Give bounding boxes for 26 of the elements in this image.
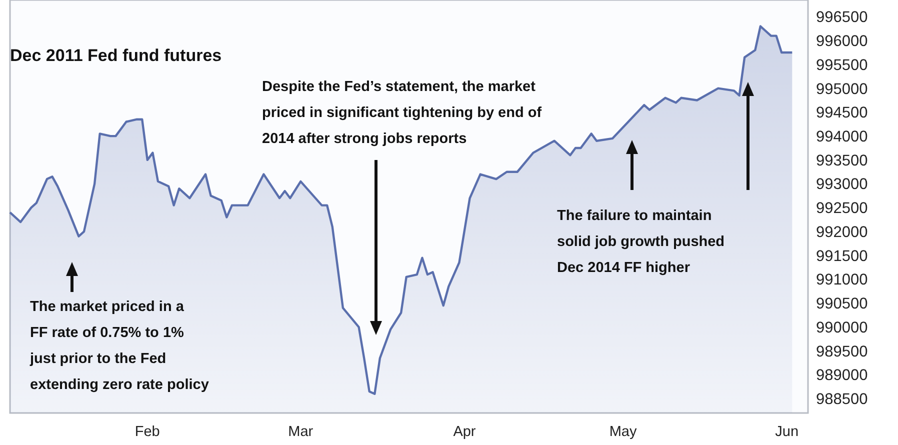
y-tick-label: 990000 — [816, 319, 868, 336]
y-tick-label: 995000 — [816, 80, 868, 98]
y-tick-label: 996500 — [816, 9, 868, 26]
y-tick-label: 995500 — [816, 56, 868, 74]
y-tick-label: 992000 — [816, 224, 868, 241]
text: Dec 2011 Fed fund futures — [10, 46, 222, 65]
y-tick-label: 994000 — [816, 128, 868, 146]
y-tick-label: 993500 — [816, 152, 868, 170]
y-tick-label: 992500 — [816, 200, 868, 218]
y-tick-label: 996000 — [816, 33, 868, 50]
y-tick-label: 989000 — [816, 367, 868, 384]
y-tick-label: 993000 — [816, 176, 868, 194]
y-tick-label: 991000 — [816, 272, 868, 289]
x-tick-label: Apr — [453, 424, 476, 440]
y-tick-label: 988500 — [816, 391, 868, 408]
x-tick-label: Feb — [134, 424, 160, 440]
x-tick-label: Mar — [288, 424, 314, 440]
x-tick-label: Jun — [775, 424, 799, 440]
y-tick-label: 989500 — [816, 343, 868, 360]
annotation: The failure to maintain solid job growth pushed Dec 2014 FF higher — [557, 208, 725, 276]
y-tick-label: 994500 — [816, 104, 868, 122]
y-tick-label: 991500 — [816, 248, 868, 265]
x-tick-label: May — [609, 424, 638, 440]
annotation: The market priced in a FF rate of 0.75% to 1% just prior to the Fed extending zero rate policy — [29, 299, 209, 393]
annotation: Despite the Fed’s statement, the market priced in significant tightening by end of 2014 after strong jobs reports — [262, 79, 542, 147]
y-tick-label: 990500 — [816, 296, 868, 313]
